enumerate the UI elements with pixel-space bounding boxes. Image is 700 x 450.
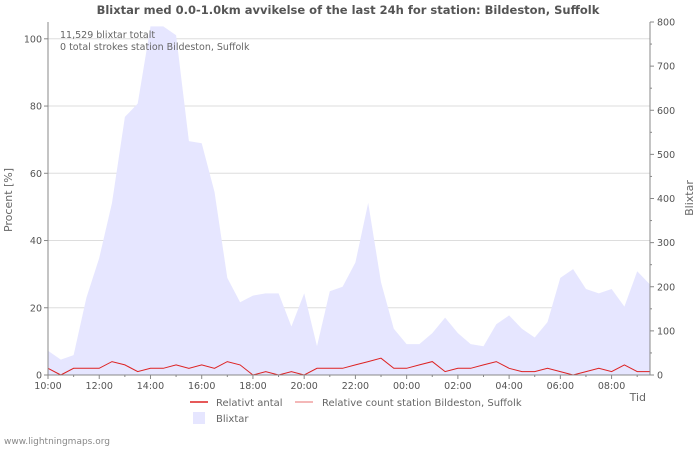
- x-tick-label: 06:00: [547, 381, 574, 392]
- legend-label-blixtar: Blixtar: [216, 414, 249, 425]
- x-tick-label: 00:00: [393, 381, 420, 392]
- y-right-tick-label: 300: [657, 238, 675, 249]
- series-blixtar-area: [48, 26, 650, 376]
- legend-label-relativt-antal: Relativt antal: [216, 398, 283, 409]
- y-axis-left-label: Procent [%]: [2, 168, 15, 232]
- x-tick-label: 12:00: [86, 381, 113, 392]
- x-tick-label: 18:00: [239, 381, 266, 392]
- legend-label-station-count: Relative count station Bildeston, Suffol…: [322, 398, 522, 409]
- y-right-tick-label: 400: [657, 194, 675, 205]
- y-left-tick-label: 60: [30, 169, 42, 180]
- x-tick-label: 22:00: [342, 381, 369, 392]
- y-right-tick-label: 100: [657, 326, 675, 337]
- legend: Relativt antal Relative count station Bi…: [190, 398, 522, 425]
- y-left-tick-label: 20: [30, 303, 42, 314]
- y-right-tick-label: 600: [657, 106, 675, 117]
- x-tick-label: 04:00: [495, 381, 522, 392]
- x-tick-label: 02:00: [444, 381, 471, 392]
- x-tick-label: 16:00: [188, 381, 215, 392]
- y-right-tick-label: 200: [657, 282, 675, 293]
- x-tick-label: 20:00: [290, 381, 317, 392]
- y-left-tick-label: 100: [24, 34, 42, 45]
- x-tick-label: 14:00: [137, 381, 164, 392]
- y-left-tick-label: 40: [30, 236, 42, 247]
- y-axis-right-label: Blixtar: [683, 180, 696, 216]
- y-right-tick-label: 800: [657, 18, 675, 29]
- footer-credit: www.lightningmaps.org: [4, 437, 110, 447]
- chart-title: Blixtar med 0.0-1.0km avvikelse of the l…: [97, 3, 600, 17]
- x-axis-label: Tid: [629, 391, 646, 404]
- series-relativt-antal-line: [47, 357, 650, 376]
- y-right-tick-label: 0: [657, 371, 663, 382]
- y-right-tick-label: 700: [657, 62, 675, 73]
- x-tick-label: 10:00: [34, 381, 61, 392]
- y-left-tick-label: 0: [36, 371, 42, 382]
- legend-swatch-blixtar: [193, 412, 205, 424]
- x-tick-label: 08:00: [598, 381, 625, 392]
- y-right-tick-label: 500: [657, 150, 675, 161]
- annotation-total: 11,529 blixtar totalt: [60, 30, 155, 41]
- y-left-tick-label: 80: [30, 102, 42, 113]
- annotation-station: 0 total strokes station Bildeston, Suffo…: [60, 42, 250, 53]
